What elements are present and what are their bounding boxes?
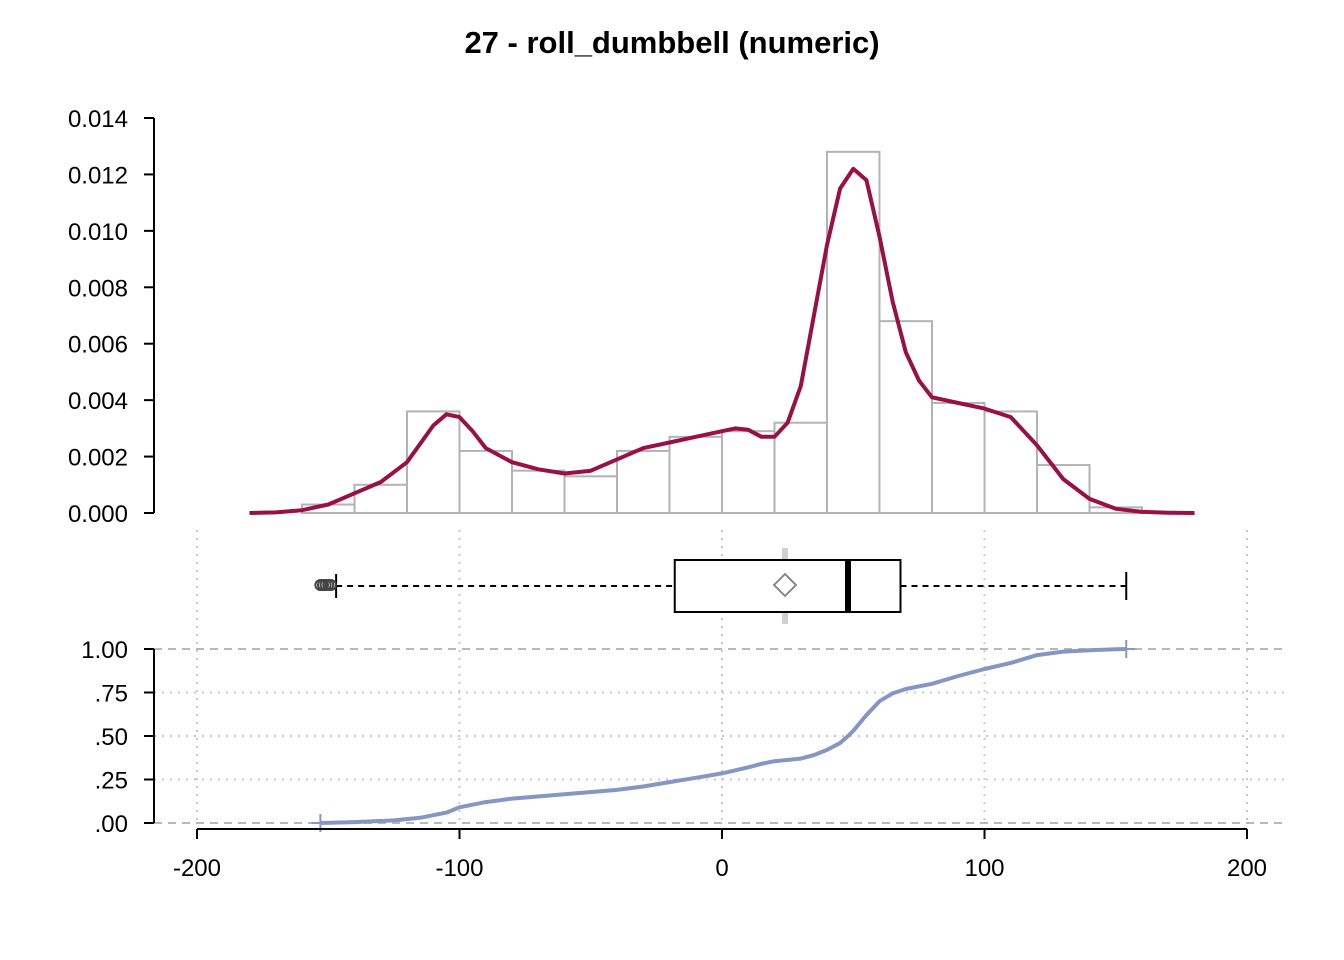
x-axis: -200 -100 0 100 200 (173, 829, 1267, 882)
histogram-bar (1037, 465, 1090, 513)
ecdf-y-tick-label: .75 (95, 681, 128, 708)
histogram-bar (512, 471, 565, 513)
density-y-tick-label: 0.000 (68, 501, 128, 528)
x-tick-label: -100 (435, 855, 483, 882)
ecdf-y-tick-label: .25 (95, 768, 128, 795)
x-tick-label: 0 (715, 855, 728, 882)
boxplot (315, 548, 1126, 624)
density-y-axis: 0.000 0.002 0.004 0.006 0.008 0.010 0.012 0.014 (68, 106, 154, 528)
density-y-tick-label: 0.012 (68, 162, 128, 189)
histogram (302, 152, 1142, 513)
ecdf-y-tick-label: 1.00 (81, 637, 128, 664)
x-tick-label: 100 (964, 855, 1004, 882)
ecdf-gridlines (154, 649, 1284, 823)
density-y-tick-label: 0.006 (68, 332, 128, 359)
histogram-bar (460, 451, 513, 513)
density-y-tick-label: 0.014 (68, 106, 128, 133)
density-y-tick-label: 0.008 (68, 275, 128, 302)
chart-title: 27 - roll_dumbbell (numeric) (464, 25, 879, 60)
density-y-tick-label: 0.002 (68, 445, 128, 472)
ecdf-y-axis: .00 .25 .50 .75 1.00 (81, 637, 154, 838)
ecdf-y-tick-label: .50 (95, 724, 128, 751)
histogram-bar (932, 403, 985, 513)
x-tick-label: -200 (173, 855, 221, 882)
histogram-bar (722, 431, 775, 513)
density-y-tick-label: 0.010 (68, 219, 128, 246)
density-y-tick-label: 0.004 (68, 388, 128, 415)
ecdf-y-tick-label: .00 (95, 811, 128, 838)
histogram-bar (617, 451, 670, 513)
histogram-bar (775, 423, 828, 513)
histogram-bar (985, 411, 1038, 513)
x-tick-label: 200 (1227, 855, 1267, 882)
histogram-bar (670, 437, 723, 513)
histogram-bar (565, 476, 618, 513)
